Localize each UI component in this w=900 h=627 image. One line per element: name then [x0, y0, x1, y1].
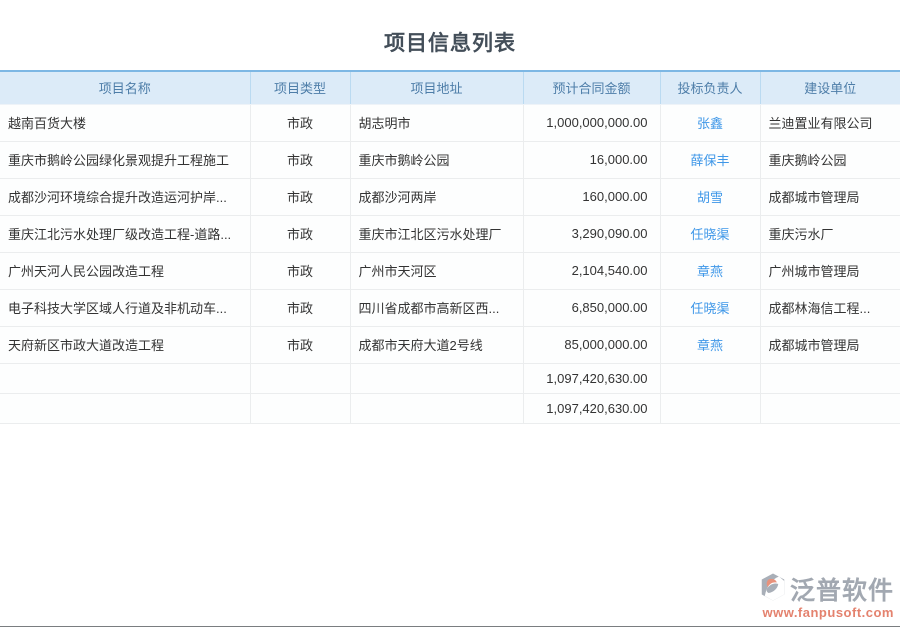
cell-person: 章燕 — [659, 251, 761, 290]
person-link[interactable]: 任晓渠 — [690, 227, 730, 242]
cell-person: 胡雪 — [659, 177, 761, 216]
column-header-type: 项目类型 — [249, 70, 351, 105]
cell-amount: 3,290,090.00 — [522, 214, 661, 253]
project-info-table: 项目名称 项目类型 项目地址 预计合同金额 投标负责人 建设单位 越南百货大楼市… — [0, 70, 900, 424]
cell-type: 市政 — [249, 177, 351, 216]
table-body: 越南百货大楼 市政 胡志明市 1,000,000,000.00 张鑫 兰迪置业有限公司 重庆… — [0, 103, 900, 424]
vendor-brand-name: 泛普软件 — [789, 577, 894, 605]
table-row: 重庆江北污水处理厂级改造工程-道路... 市政 重庆市江北区污水处理厂 3,290,0… — [0, 214, 900, 253]
cell-name: 电子科技大学区域人行道及非机动车... — [0, 288, 251, 327]
table-row: 成都沙河环境综合提升改造运河护岸... 市政 成都沙河两岸 160,000.00 胡雪 成… — [0, 177, 900, 216]
cell-amount: 1,097,420,630.00 — [522, 392, 661, 424]
person-link[interactable]: 胡雪 — [696, 190, 723, 205]
cell-amount: 6,850,000.00 — [522, 288, 661, 327]
cell-person — [659, 392, 761, 424]
cell-person — [659, 362, 761, 394]
cell-address: 广州市天河区 — [349, 251, 524, 290]
header-row: 项目名称 项目类型 项目地址 预计合同金额 投标负责人 建设单位 — [0, 70, 900, 105]
table-row: 天府新区市政大道改造工程 市政 成都市天府大道2号线 85,000,000.00 章燕 成… — [0, 325, 900, 364]
cell-unit: 广州城市管理局 — [759, 251, 900, 290]
cell-name: 成都沙河环境综合提升改造运河护岸... — [0, 177, 251, 216]
column-header-address: 项目地址 — [349, 70, 524, 105]
summary-row: 1,097,420,630.00 — [0, 392, 900, 424]
cell-unit: 重庆鹅岭公园 — [759, 140, 900, 179]
column-header-amount: 预计合同金额 — [522, 70, 661, 105]
cell-person: 章燕 — [659, 325, 761, 364]
cell-amount: 2,104,540.00 — [522, 251, 661, 290]
cell-person: 任晓渠 — [659, 214, 761, 253]
cell-name — [0, 392, 251, 424]
cell-person: 薛保丰 — [659, 140, 761, 179]
vendor-url: www.fanpusoft.com — [762, 605, 894, 620]
cell-name — [0, 362, 251, 394]
cell-name: 重庆江北污水处理厂级改造工程-道路... — [0, 214, 251, 253]
cell-name: 广州天河人民公园改造工程 — [0, 251, 251, 290]
table-header: 项目名称 项目类型 项目地址 预计合同金额 投标负责人 建设单位 — [0, 70, 900, 105]
cell-address: 四川省成都市高新区西... — [349, 288, 524, 327]
cell-amount: 1,000,000,000.00 — [522, 103, 661, 142]
cell-address: 成都市天府大道2号线 — [349, 325, 524, 364]
cell-unit — [759, 362, 900, 394]
cell-amount: 1,097,420,630.00 — [522, 362, 661, 394]
summary-row: 1,097,420,630.00 — [0, 362, 900, 394]
cell-name: 天府新区市政大道改造工程 — [0, 325, 251, 364]
cell-unit: 成都城市管理局 — [759, 177, 900, 216]
cell-name: 重庆市鹅岭公园绿化景观提升工程施工 — [0, 140, 251, 179]
table-row: 电子科技大学区域人行道及非机动车... 市政 四川省成都市高新区西... 6,850,… — [0, 288, 900, 327]
cell-unit: 成都城市管理局 — [759, 325, 900, 364]
cell-name: 越南百货大楼 — [0, 103, 251, 142]
cell-type: 市政 — [249, 251, 351, 290]
cell-type: 市政 — [249, 325, 351, 364]
cell-amount: 160,000.00 — [522, 177, 661, 216]
cell-unit — [759, 392, 900, 424]
cell-type: 市政 — [249, 288, 351, 327]
table-row: 重庆市鹅岭公园绿化景观提升工程施工 市政 重庆市鹅岭公园 16,000.00 薛保丰 重庆… — [0, 140, 900, 179]
person-link[interactable]: 任晓渠 — [690, 301, 730, 316]
column-header-person: 投标负责人 — [659, 70, 761, 105]
table-row: 越南百货大楼 市政 胡志明市 1,000,000,000.00 张鑫 兰迪置业有限公司 — [0, 103, 900, 142]
cell-type: 市政 — [249, 214, 351, 253]
page-title: 项目信息列表 — [384, 32, 516, 55]
cell-unit: 重庆污水厂 — [759, 214, 900, 253]
person-link[interactable]: 章燕 — [696, 338, 723, 353]
cell-amount: 85,000,000.00 — [522, 325, 661, 364]
column-header-unit: 建设单位 — [759, 70, 900, 105]
cell-address: 重庆市鹅岭公园 — [349, 140, 524, 179]
table-row: 广州天河人民公园改造工程 市政 广州市天河区 2,104,540.00 章燕 广州城市管理… — [0, 251, 900, 290]
cell-address: 胡志明市 — [349, 103, 524, 142]
cell-amount: 16,000.00 — [522, 140, 661, 179]
person-link[interactable]: 张鑫 — [696, 116, 723, 131]
cell-address: 重庆市江北区污水处理厂 — [349, 214, 524, 253]
cell-unit: 成都林海信工程... — [759, 288, 900, 327]
cell-type — [249, 392, 351, 424]
cell-person: 张鑫 — [659, 103, 761, 142]
cell-type: 市政 — [249, 140, 351, 179]
cell-type — [249, 362, 351, 394]
vendor-watermark: 泛普软件 www.fanpusoft.com — [758, 571, 894, 620]
cell-address: 成都沙河两岸 — [349, 177, 524, 216]
person-link[interactable]: 章燕 — [696, 264, 723, 279]
cell-person: 任晓渠 — [659, 288, 761, 327]
fanpu-logo-icon — [758, 572, 788, 607]
cell-type: 市政 — [249, 103, 351, 142]
person-link[interactable]: 薛保丰 — [690, 153, 730, 168]
cell-unit: 兰迪置业有限公司 — [759, 103, 900, 142]
cell-address — [349, 392, 524, 424]
cell-address — [349, 362, 524, 394]
column-header-name: 项目名称 — [0, 70, 251, 105]
